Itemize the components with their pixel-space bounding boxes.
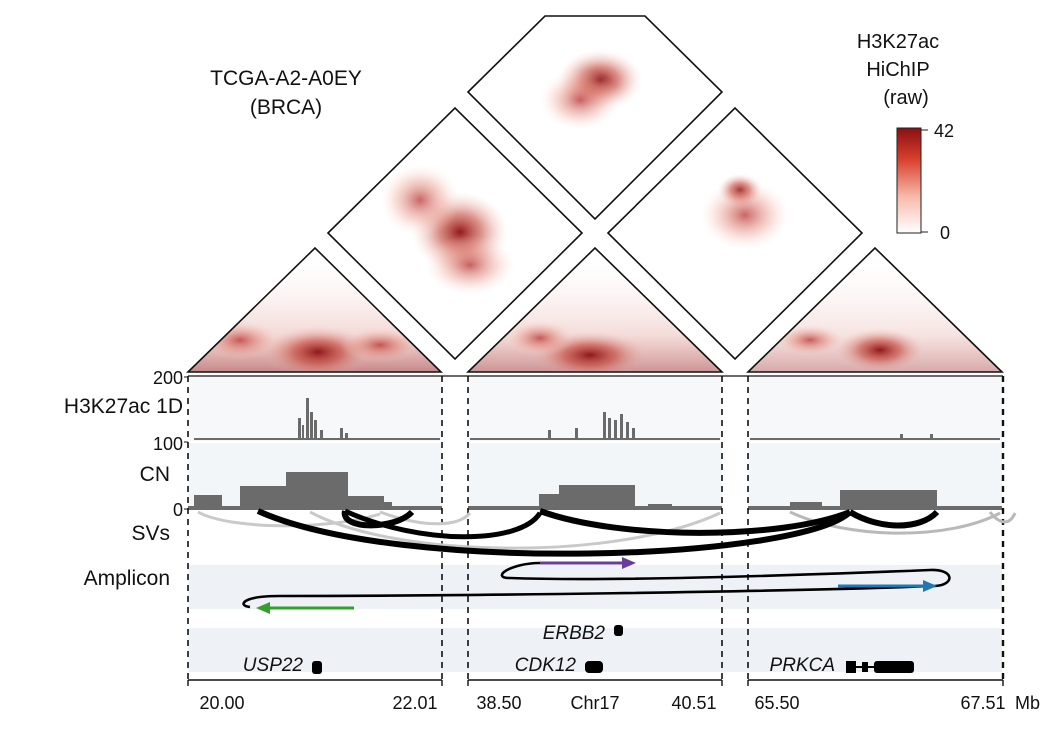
axis-seg2-end: 40.51: [671, 693, 716, 713]
x-axis: [187, 679, 1004, 686]
sample-subtitle: (BRCA): [250, 96, 322, 119]
h3k27ac-signal: [194, 398, 1000, 440]
h3k27ac-axis-top: 200: [153, 368, 183, 388]
h3k27ac-track-label: H3K27ac 1D: [64, 395, 183, 418]
sample-title: TCGA-A2-A0EY: [210, 67, 362, 90]
gene-label-cdk12: CDK12: [515, 655, 577, 676]
gene-glyph-erbb2: [614, 625, 623, 636]
axis-unit: Mb: [1015, 693, 1040, 713]
amplicon-path: [242, 557, 951, 614]
copy-number-track: [188, 472, 1002, 510]
axis-chrom-label: Chr17: [570, 693, 619, 713]
gene-label-erbb2: ERBB2: [543, 623, 606, 644]
colorbar-min-label: 0: [940, 223, 950, 243]
gene-label-prkca: PRKCA: [770, 655, 835, 676]
colorbar-title-line3: (raw): [883, 87, 929, 109]
cn-track-label: CN: [140, 463, 170, 486]
sv-arcs: [197, 508, 1017, 557]
axis-seg2-start: 38.50: [476, 693, 521, 713]
svs-track-label: SVs: [131, 522, 170, 545]
hic-diamond-seg1-seg3: [466, 15, 724, 221]
erbb2-arrow-head: [622, 557, 636, 569]
gene-label-usp22: USP22: [243, 655, 304, 676]
h3k27ac-axis-mid: 100: [153, 434, 183, 454]
amplicon-track-label: Amplicon: [84, 567, 170, 590]
segment-borders: [187, 376, 1005, 680]
gene-glyph-cdk12: [585, 661, 603, 673]
prkca-arrow-head: [923, 580, 937, 592]
colorbar-max-label: 42: [934, 121, 954, 141]
usp22-arrow-head: [256, 602, 270, 614]
colorbar: [896, 127, 922, 234]
gene-glyph-prkca: [846, 661, 914, 673]
hic-diamond-seg2-seg3: [606, 106, 864, 361]
hic-diamond-seg1-seg2: [326, 106, 584, 361]
axis-seg1-end: 22.01: [392, 693, 437, 713]
colorbar-title-line2: HiChIP: [866, 59, 929, 81]
colorbar-title-line1: H3K27ac: [857, 31, 939, 53]
axis-seg1-start: 20.00: [199, 693, 244, 713]
cn-axis-zero: 0: [173, 500, 183, 520]
gene-glyph-usp22: [312, 661, 322, 674]
axis-seg3-end: 67.51: [960, 693, 1005, 713]
axis-seg3-start: 65.50: [754, 693, 799, 713]
